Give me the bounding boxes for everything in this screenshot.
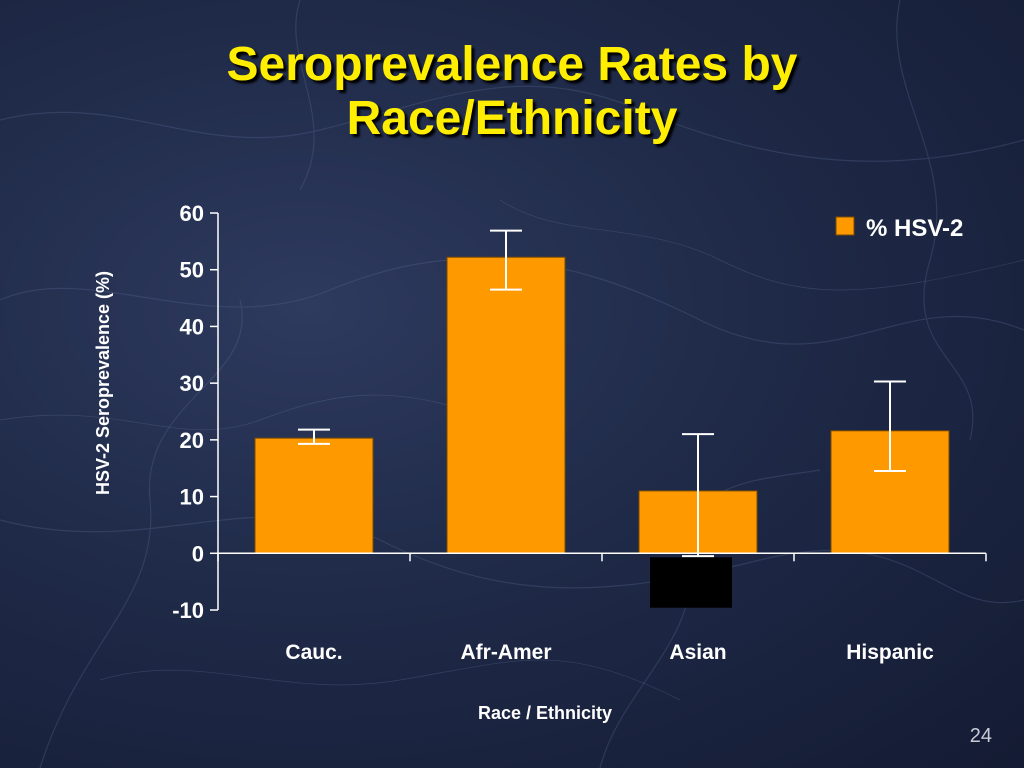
x-tick-label-3: Hispanic: [846, 641, 934, 664]
y-tick-label-5: 10: [180, 485, 204, 510]
y-tick-label-7: -10: [172, 598, 204, 623]
x-tick-label-2: Asian: [669, 641, 726, 664]
slide-title-line-1: Seroprevalence Rates by: [226, 38, 798, 91]
asian-shadow-block: [650, 557, 732, 608]
legend-label: % HSV-2: [866, 215, 963, 242]
slide-number: 24: [969, 725, 992, 747]
bar-0: [254, 437, 374, 554]
y-tick-label-1: 50: [180, 258, 204, 283]
x-axis-label: Race / Ethnicity: [478, 703, 612, 723]
y-tick-label-0: 60: [180, 201, 204, 226]
y-tick-label-2: 40: [180, 314, 204, 339]
legend-swatch: [835, 216, 855, 236]
slide-title: Seroprevalence Rates by Race/Ethnicity: [0, 38, 1024, 146]
y-axis-label: HSV-2 Seroprevalence (%): [93, 271, 113, 495]
x-tick-label-0: Cauc.: [285, 641, 342, 664]
slide-title-line-2: Race/Ethnicity: [346, 92, 678, 145]
y-tick-label-4: 20: [180, 428, 204, 453]
x-tick-label-1: Afr-Amer: [460, 641, 551, 664]
bar-1: [446, 256, 566, 554]
y-tick-label-3: 30: [180, 371, 204, 396]
y-tick-label-6: 0: [192, 541, 204, 566]
